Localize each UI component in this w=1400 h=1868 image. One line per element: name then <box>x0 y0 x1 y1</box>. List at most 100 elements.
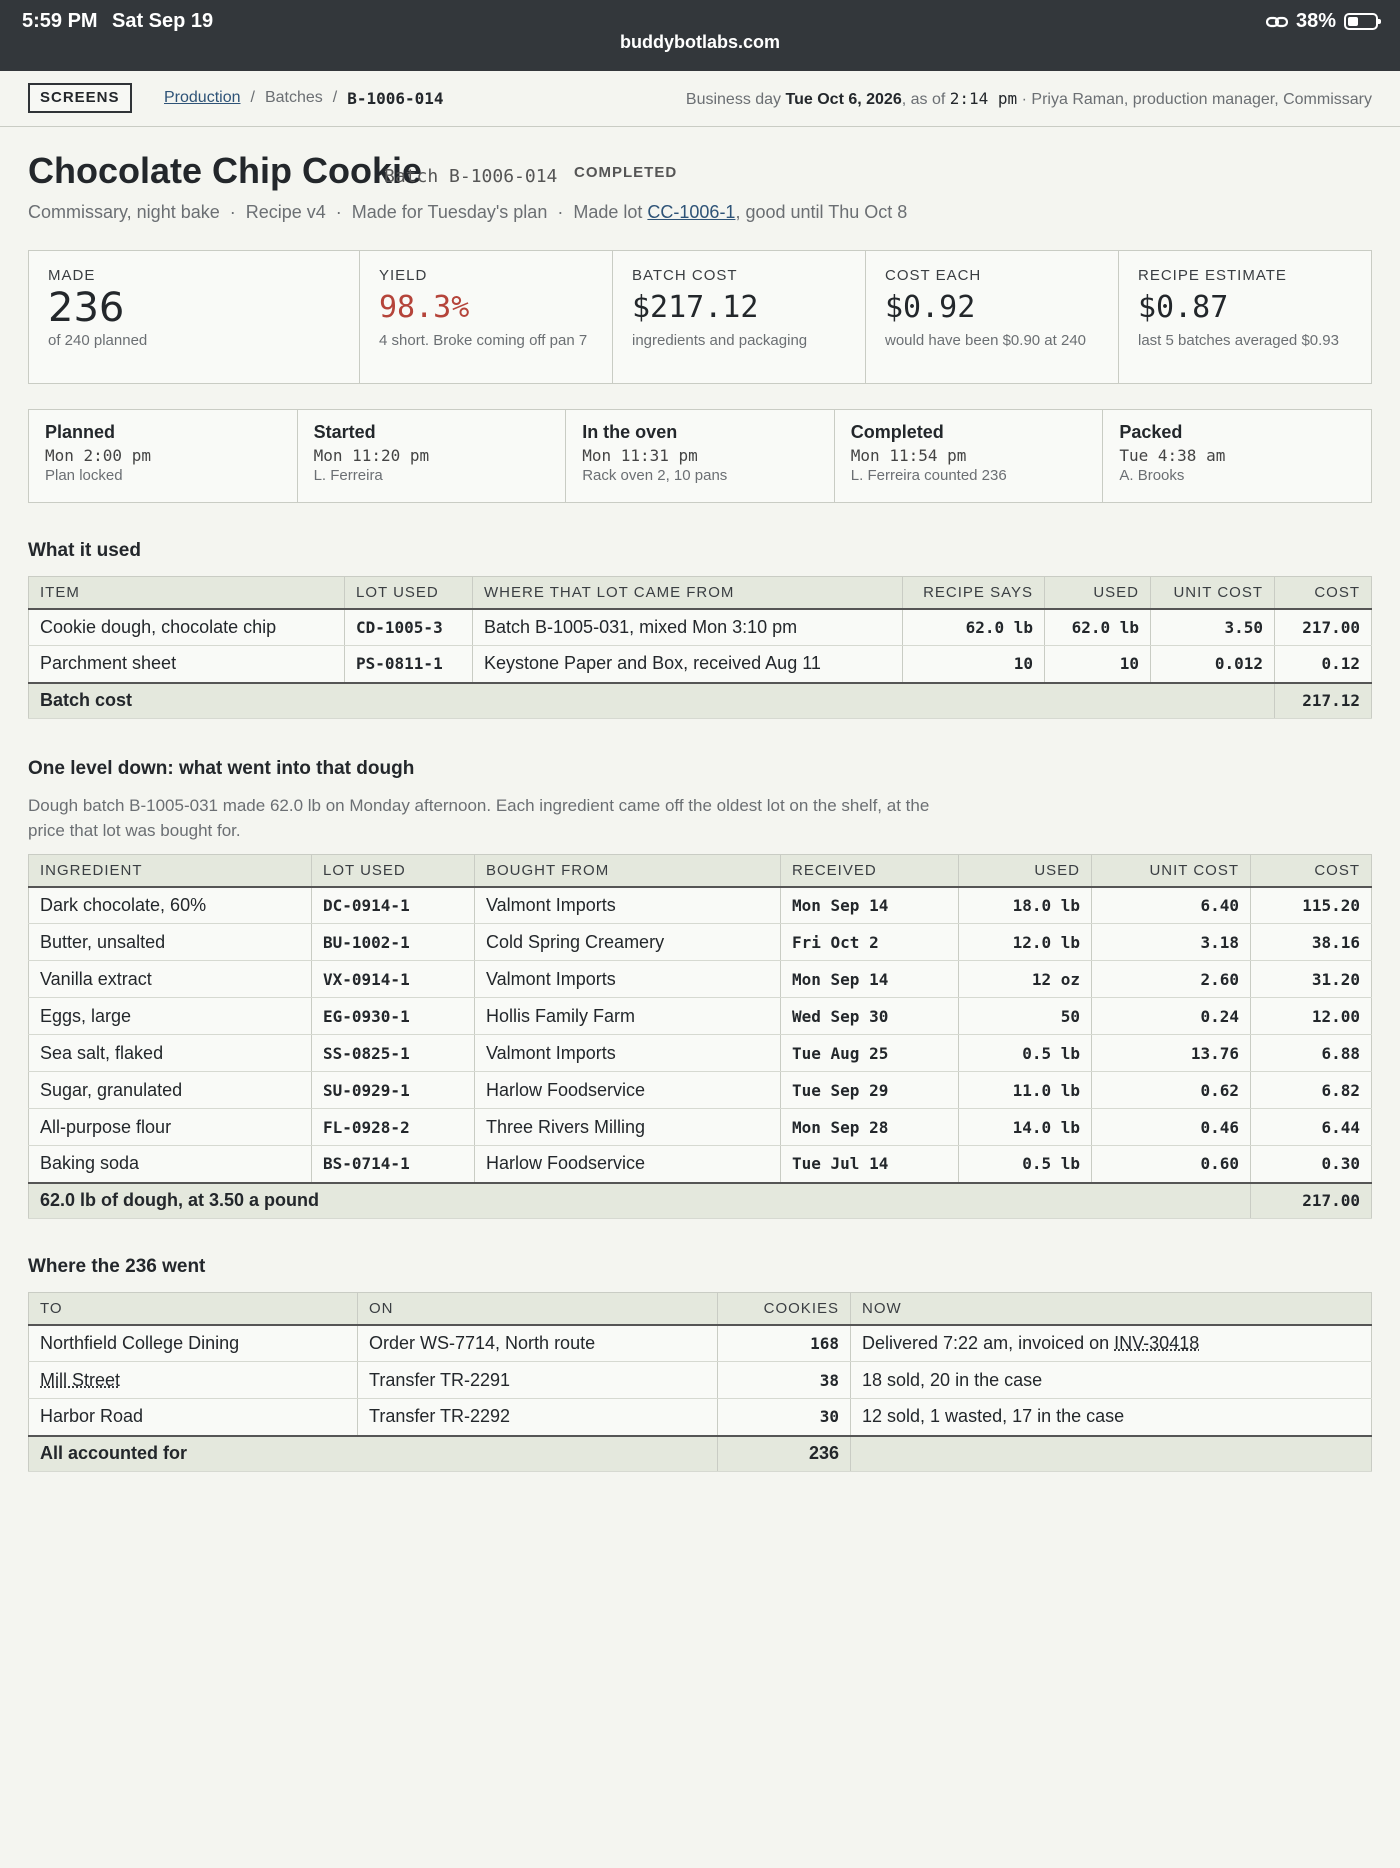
table-row[interactable]: Baking soda BS-0714-1 Harlow Foodservice Tu… <box>28 1145 1372 1183</box>
col-header: LOT USED <box>344 576 473 610</box>
table-row[interactable]: Sugar, granulated SU-0929-1 Harlow Foodser… <box>28 1071 1372 1109</box>
cell-used: 0.5 lb <box>958 1145 1092 1183</box>
table-row[interactable]: Butter, unsalted BU-1002-1 Cold Spring Cre… <box>28 923 1372 961</box>
cell-destination: Harbor Road <box>28 1398 358 1436</box>
col-header: UNIT COST <box>1091 854 1251 888</box>
table-row[interactable]: Eggs, large EG-0930-1 Hollis Family Farm We… <box>28 997 1372 1035</box>
cell-lot[interactable]: BU-1002-1 <box>311 923 475 961</box>
timeline-when: Mon 2:00 pm <box>45 446 151 465</box>
cell-unit-cost: 0.62 <box>1091 1071 1251 1109</box>
cell-lot[interactable]: EG-0930-1 <box>311 997 475 1035</box>
col-header: TO <box>28 1292 358 1326</box>
table-row[interactable]: Mill Street Transfer TR-2291 38 18 sold,… <box>28 1361 1372 1399</box>
col-header: ON <box>357 1292 718 1326</box>
col-header: BOUGHT FROM <box>474 854 781 888</box>
timeline-who: L. Ferreira <box>313 467 383 484</box>
screens-button[interactable]: SCREENS <box>28 83 132 113</box>
cell-received: Tue Jul 14 <box>780 1145 959 1183</box>
sub-plan: Made for Tuesday's plan <box>351 202 548 222</box>
table-row[interactable]: Parchment sheet PS-0811-1 Keystone Paper… <box>28 645 1372 683</box>
table-row[interactable]: Cookie dough, chocolate chip CD-1005-3 B… <box>28 608 1372 646</box>
cell-cost: 0.12 <box>1274 645 1372 683</box>
cell-lot[interactable]: DC-0914-1 <box>311 886 475 924</box>
cell-unit-cost: 13.76 <box>1091 1034 1251 1072</box>
cell-lot[interactable]: VX-0914-1 <box>311 960 475 998</box>
cell-received: Tue Sep 29 <box>780 1071 959 1109</box>
cell-order: Transfer TR-2292 <box>357 1398 718 1436</box>
timeline-planned: Planned Mon 2:00 pm Plan locked <box>29 410 298 502</box>
cell-ingredient: Eggs, large <box>28 997 312 1035</box>
batch-subline: Commissary, night bake · Recipe v4 · Mad… <box>28 202 908 222</box>
timeline-step: Planned <box>45 422 116 442</box>
invoice-link[interactable]: INV-30418 <box>1114 1332 1200 1353</box>
cell-order: Transfer TR-2291 <box>357 1361 718 1399</box>
timeline-oven: In the oven Mon 11:31 pm Rack oven 2, 10… <box>566 410 835 502</box>
ios-status-bar: 5:59 PM Sat Sep 19 buddybotlabs.com 38% <box>0 0 1400 71</box>
table-row[interactable]: Sea salt, flaked SS-0825-1 Valmont Imports… <box>28 1034 1372 1072</box>
table-row[interactable]: All-purpose flour FL-0928-2 Three Rivers M… <box>28 1108 1372 1146</box>
link-icon <box>1265 16 1288 27</box>
store-link[interactable]: Mill Street <box>40 1369 121 1390</box>
col-header: USED <box>958 854 1092 888</box>
cell-cookies: 38 <box>717 1361 851 1399</box>
col-header: INGREDIENT <box>28 854 312 888</box>
cell-unit-cost: 0.60 <box>1091 1145 1251 1183</box>
cell-used: 11.0 lb <box>958 1071 1092 1109</box>
total-label: Batch cost <box>28 681 1275 719</box>
app-header: SCREENS Production / Batches / B-1006-01… <box>0 71 1400 127</box>
col-header: WHERE THAT LOT CAME FROM <box>472 576 903 610</box>
breadcrumb-separator: / <box>250 89 255 106</box>
cell-unit-cost: 3.50 <box>1150 608 1275 646</box>
batch-timeline: Planned Mon 2:00 pm Plan locked Started … <box>28 409 1372 503</box>
cell-lot[interactable]: SU-0929-1 <box>311 1071 475 1109</box>
cell-lot[interactable]: SS-0825-1 <box>311 1034 475 1072</box>
col-header: NOW <box>850 1292 1372 1326</box>
timeline-when: Mon 11:20 pm <box>313 446 430 465</box>
breadcrumb-current: B-1006-014 <box>347 89 444 108</box>
metric-label: BATCH COST <box>632 267 738 284</box>
breadcrumb: Production / Batches / B-1006-014 <box>164 89 444 108</box>
metrics-panel: MADE 236 of 240 planned YIELD 98.3% 4 sh… <box>28 250 1372 384</box>
cell-supplier: Harlow Foodservice <box>474 1071 781 1109</box>
total-value: 217.12 <box>1274 681 1372 719</box>
cell-ingredient: Butter, unsalted <box>28 923 312 961</box>
used-table: ITEM LOT USED WHERE THAT LOT CAME FROM R… <box>28 576 1372 719</box>
cell-supplier: Valmont Imports <box>474 886 781 924</box>
col-header: USED <box>1044 576 1151 610</box>
metric-value: $0.87 <box>1138 290 1229 325</box>
cell-used: 18.0 lb <box>958 886 1092 924</box>
cell-used: 10 <box>1044 645 1151 683</box>
table-row[interactable]: Harbor Road Transfer TR-2292 30 12 sold,… <box>28 1398 1372 1436</box>
cell-received: Fri Oct 2 <box>780 923 959 961</box>
cell-lot[interactable]: FL-0928-2 <box>311 1108 475 1146</box>
table-row[interactable]: Northfield College Dining Order WS-7714,… <box>28 1324 1372 1362</box>
metric-note: ingredients and packaging <box>632 332 808 349</box>
timeline-when: Mon 11:31 pm <box>582 446 698 465</box>
cell-cost: 6.82 <box>1250 1071 1372 1109</box>
cell-source: Keystone Paper and Box, received Aug 11 <box>472 645 903 683</box>
cell-cost: 6.44 <box>1250 1108 1372 1146</box>
dough-description: Dough batch B-1005-031 made 62.0 lb on M… <box>28 796 930 840</box>
made-lot-link[interactable]: CC-1006-1 <box>647 202 736 222</box>
timeline-completed: Completed Mon 11:54 pm L. Ferreira count… <box>835 410 1104 502</box>
metric-note: 4 short. Broke coming off pan 7 <box>379 332 588 349</box>
total-label: 62.0 lb of dough, at 3.50 a pound <box>28 1181 1251 1219</box>
metric-label: COST EACH <box>885 267 982 284</box>
cell-received: Tue Aug 25 <box>780 1034 959 1072</box>
cell-lot[interactable]: PS-0811-1 <box>344 645 473 683</box>
cell-item: Cookie dough, chocolate chip <box>28 608 345 646</box>
address-bar[interactable]: buddybotlabs.com <box>619 32 780 52</box>
cell-used: 12.0 lb <box>958 923 1092 961</box>
cell-lot[interactable]: BS-0714-1 <box>311 1145 475 1183</box>
timeline-started: Started Mon 11:20 pm L. Ferreira <box>298 410 567 502</box>
cell-lot[interactable]: CD-1005-3 <box>344 608 473 646</box>
cell-now: Delivered 7:22 am, invoiced on INV-30418 <box>850 1324 1372 1362</box>
cell-cost: 31.20 <box>1250 960 1372 998</box>
page-title: Chocolate Chip Cookie <box>28 150 423 191</box>
table-row[interactable]: Dark chocolate, 60% DC-0914-1 Valmont Impo… <box>28 886 1372 924</box>
breadcrumb-production[interactable]: Production <box>164 89 241 106</box>
cell-ingredient: Dark chocolate, 60% <box>28 886 312 924</box>
metric-made: MADE 236 of 240 planned <box>29 251 360 383</box>
table-row[interactable]: Vanilla extract VX-0914-1 Valmont Imports M… <box>28 960 1372 998</box>
timeline-who: A. Brooks <box>1119 467 1185 484</box>
